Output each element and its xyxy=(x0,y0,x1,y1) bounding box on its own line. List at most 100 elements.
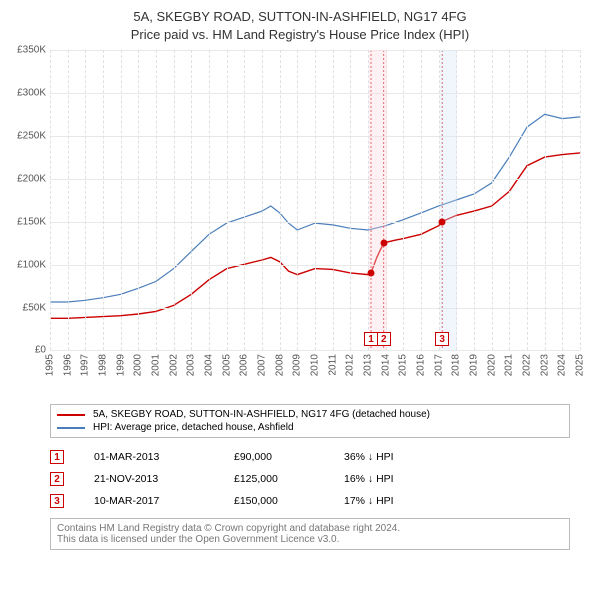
x-tick-label: 2003 xyxy=(186,354,197,376)
gridline-v xyxy=(492,50,493,350)
gridline-v xyxy=(315,50,316,350)
gridline-v xyxy=(121,50,122,350)
gridline-v xyxy=(280,50,281,350)
event-diff-2: 16% ↓ HPI xyxy=(344,473,570,485)
x-tick-label: 2018 xyxy=(451,354,462,376)
gridline-v xyxy=(50,50,51,350)
event-marker-number: 2 xyxy=(377,332,391,346)
x-tick-label: 2014 xyxy=(380,354,391,376)
event-date-3: 10-MAR-2017 xyxy=(94,495,204,507)
x-tick-label: 2022 xyxy=(522,354,533,376)
gridline-h xyxy=(50,350,580,351)
footer-line2: This data is licensed under the Open Gov… xyxy=(57,534,563,545)
event-price-1: £90,000 xyxy=(234,451,314,463)
x-tick-label: 2020 xyxy=(486,354,497,376)
gridline-v xyxy=(191,50,192,350)
gridline-v xyxy=(85,50,86,350)
gridline-v xyxy=(580,50,581,350)
legend-row-hpi: HPI: Average price, detached house, Ashf… xyxy=(57,421,563,434)
plot-area: £0£50K£100K£150K£200K£250K£300K£350K 199… xyxy=(10,50,590,400)
x-tick-label: 2006 xyxy=(239,354,250,376)
legend-label-property: 5A, SKEGBY ROAD, SUTTON-IN-ASHFIELD, NG1… xyxy=(93,409,430,420)
footer-note: Contains HM Land Registry data © Crown c… xyxy=(50,518,570,550)
event-diff-3: 17% ↓ HPI xyxy=(344,495,570,507)
footer-line1: Contains HM Land Registry data © Crown c… xyxy=(57,523,563,534)
x-tick-label: 2004 xyxy=(204,354,215,376)
gridline-v xyxy=(227,50,228,350)
x-axis: 1995199619971998199920002001200220032004… xyxy=(50,352,580,400)
x-tick-label: 2019 xyxy=(469,354,480,376)
y-tick-label: £250K xyxy=(17,131,46,142)
gridline-v xyxy=(68,50,69,350)
gridline-v xyxy=(527,50,528,350)
gridline-v xyxy=(421,50,422,350)
event-row-3: 3 10-MAR-2017 £150,000 17% ↓ HPI xyxy=(50,490,570,512)
chart-title-line2: Price paid vs. HM Land Registry's House … xyxy=(10,26,590,44)
legend-swatch-property xyxy=(57,414,85,416)
event-price-2: £125,000 xyxy=(234,473,314,485)
decorative-band xyxy=(369,50,387,350)
decorative-band xyxy=(440,50,458,350)
legend-label-hpi: HPI: Average price, detached house, Ashf… xyxy=(93,422,294,433)
y-tick-label: £350K xyxy=(17,45,46,56)
x-tick-label: 1999 xyxy=(115,354,126,376)
event-row-1: 1 01-MAR-2013 £90,000 36% ↓ HPI xyxy=(50,446,570,468)
x-tick-label: 2013 xyxy=(363,354,374,376)
y-tick-label: £150K xyxy=(17,216,46,227)
gridline-v xyxy=(562,50,563,350)
y-tick-label: £300K xyxy=(17,88,46,99)
x-tick-label: 1997 xyxy=(80,354,91,376)
legend-swatch-hpi xyxy=(57,427,85,429)
event-row-2: 2 21-NOV-2013 £125,000 16% ↓ HPI xyxy=(50,468,570,490)
gridline-v xyxy=(262,50,263,350)
gridline-v xyxy=(509,50,510,350)
event-marker-dot xyxy=(368,270,375,277)
y-tick-label: £200K xyxy=(17,173,46,184)
gridline-v xyxy=(297,50,298,350)
chart-title-line1: 5A, SKEGBY ROAD, SUTTON-IN-ASHFIELD, NG1… xyxy=(10,8,590,26)
gridline-v xyxy=(138,50,139,350)
legend: 5A, SKEGBY ROAD, SUTTON-IN-ASHFIELD, NG1… xyxy=(50,404,570,438)
x-tick-label: 2025 xyxy=(575,354,586,376)
events-table: 1 01-MAR-2013 £90,000 36% ↓ HPI 2 21-NOV… xyxy=(50,446,570,512)
gridline-v xyxy=(545,50,546,350)
gridline-v xyxy=(333,50,334,350)
gridline-v xyxy=(156,50,157,350)
event-marker-dot xyxy=(439,218,446,225)
event-price-3: £150,000 xyxy=(234,495,314,507)
gridline-v xyxy=(403,50,404,350)
x-tick-label: 2001 xyxy=(151,354,162,376)
x-tick-label: 1995 xyxy=(45,354,56,376)
gridline-v xyxy=(103,50,104,350)
x-tick-label: 2002 xyxy=(168,354,179,376)
gridline-v xyxy=(350,50,351,350)
x-tick-label: 1996 xyxy=(62,354,73,376)
x-tick-label: 2012 xyxy=(345,354,356,376)
y-tick-label: £100K xyxy=(17,259,46,270)
x-tick-label: 2008 xyxy=(274,354,285,376)
x-tick-label: 2007 xyxy=(257,354,268,376)
x-tick-label: 2016 xyxy=(416,354,427,376)
x-tick-label: 1998 xyxy=(98,354,109,376)
event-marker-number: 3 xyxy=(435,332,449,346)
gridline-v xyxy=(209,50,210,350)
event-num-3: 3 xyxy=(50,494,64,508)
gridline-v xyxy=(174,50,175,350)
x-tick-label: 2023 xyxy=(539,354,550,376)
x-tick-label: 2017 xyxy=(433,354,444,376)
event-num-2: 2 xyxy=(50,472,64,486)
x-tick-label: 2015 xyxy=(398,354,409,376)
event-date-2: 21-NOV-2013 xyxy=(94,473,204,485)
y-axis: £0£50K£100K£150K£200K£250K£300K£350K xyxy=(10,50,50,350)
x-tick-label: 2021 xyxy=(504,354,515,376)
y-tick-label: £50K xyxy=(23,302,46,313)
event-date-1: 01-MAR-2013 xyxy=(94,451,204,463)
x-tick-label: 2000 xyxy=(133,354,144,376)
x-tick-label: 2005 xyxy=(221,354,232,376)
event-num-1: 1 xyxy=(50,450,64,464)
gridline-v xyxy=(244,50,245,350)
x-tick-label: 2010 xyxy=(310,354,321,376)
x-tick-label: 2024 xyxy=(557,354,568,376)
event-marker-dot xyxy=(380,240,387,247)
chart-container: 5A, SKEGBY ROAD, SUTTON-IN-ASHFIELD, NG1… xyxy=(0,0,600,560)
